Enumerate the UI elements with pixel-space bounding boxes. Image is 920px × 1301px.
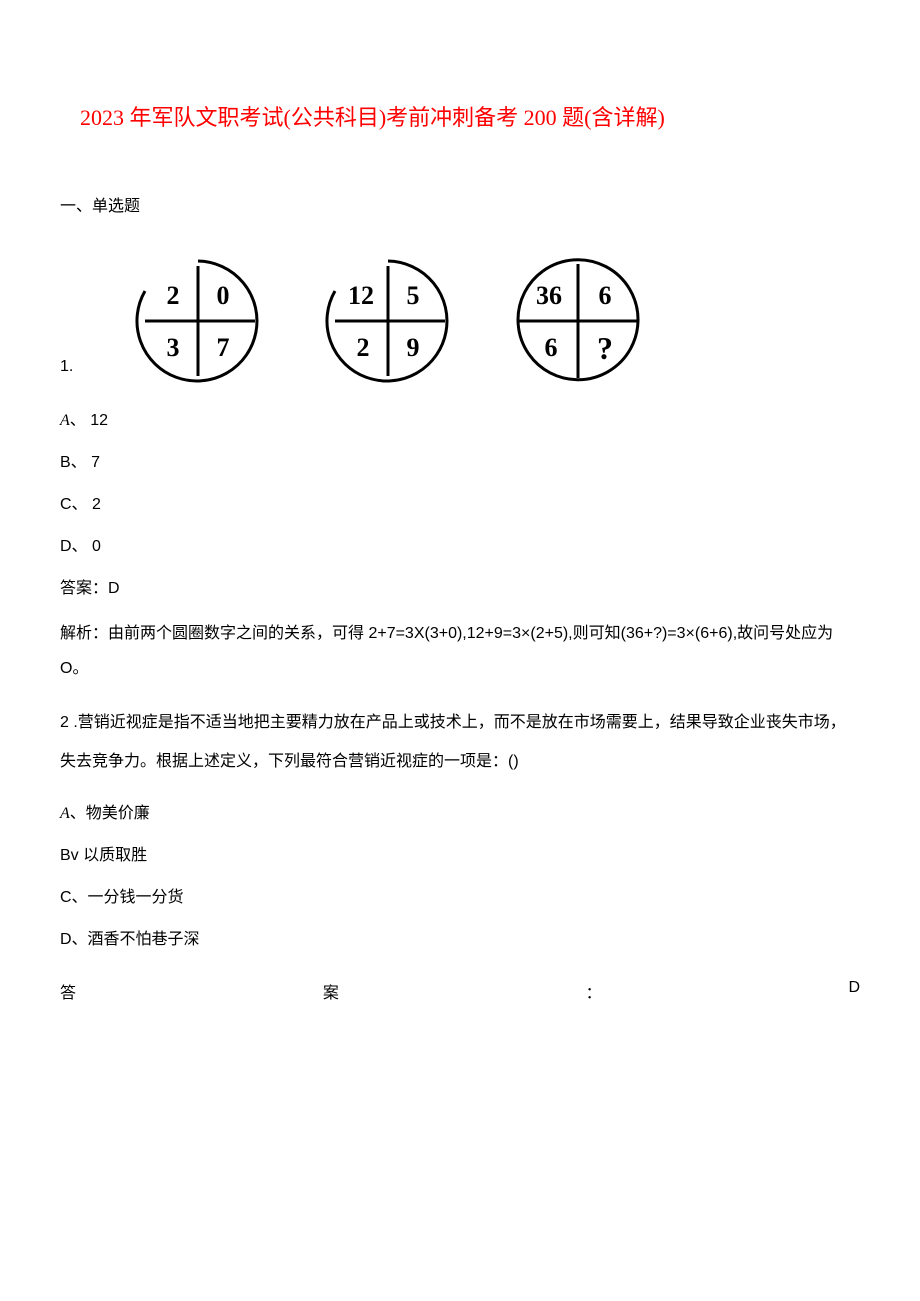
q1-option-d: D、 0: [60, 532, 860, 556]
page-title: 2023 年军队文职考试(公共科目)考前冲刺备考 200 题(含详解): [80, 100, 860, 132]
answer-label: 答: [60, 979, 76, 1003]
q1-option-a: A、 12: [60, 406, 860, 430]
svg-text:6: 6: [545, 333, 558, 362]
svg-text:2: 2: [357, 333, 370, 362]
q1-explanation: 解析：由前两个圆圈数字之间的关系，可得 2+7=3X(3+0),12+9=3×(…: [60, 616, 860, 686]
svg-text:0: 0: [217, 281, 230, 310]
q2-answer: 答 案 ： D: [60, 979, 860, 1003]
q1-option-b: B、 7: [60, 448, 860, 472]
svg-text:7: 7: [217, 333, 230, 362]
q1-number: 1.: [60, 358, 73, 376]
option-a-text: 、物美价廉: [70, 805, 150, 822]
svg-text:?: ?: [597, 330, 613, 366]
q2-option-c: C、一分钱一分货: [60, 883, 860, 907]
option-a-text: 、 12: [70, 412, 108, 429]
svg-text:9: 9: [407, 333, 420, 362]
circle-diagram-2: 12 5 2 9: [323, 256, 453, 386]
circle-diagram-1: 2 0 3 7: [133, 256, 263, 386]
svg-text:3: 3: [167, 333, 180, 362]
q1-option-c: C、 2: [60, 490, 860, 514]
answer-mid: 案: [323, 979, 339, 1003]
answer-colon: ：: [586, 979, 602, 1003]
svg-text:5: 5: [407, 281, 420, 310]
svg-text:36: 36: [536, 281, 562, 310]
svg-text:6: 6: [599, 281, 612, 310]
answer-value: D: [848, 979, 860, 1003]
question-1-row: 1. 2 0 3 7 12 5 2 9 36 6 6 ?: [60, 256, 860, 386]
option-letter-a: A: [60, 805, 70, 822]
q2-option-b: Bv 以质取胜: [60, 841, 860, 865]
q2-option-d: D、酒香不怕巷子深: [60, 925, 860, 949]
q2-text: 2 .营销近视症是指不适当地把主要精力放在产品上或技术上，而不是放在市场需要上，…: [60, 704, 860, 781]
q2-option-a: A、物美价廉: [60, 799, 860, 823]
q1-answer: 答案：D: [60, 574, 860, 598]
svg-text:2: 2: [167, 281, 180, 310]
circle-diagram-3: 36 6 6 ?: [513, 256, 643, 386]
section-heading: 一、单选题: [60, 192, 860, 216]
option-letter-a: A: [60, 412, 70, 429]
svg-text:12: 12: [348, 281, 374, 310]
